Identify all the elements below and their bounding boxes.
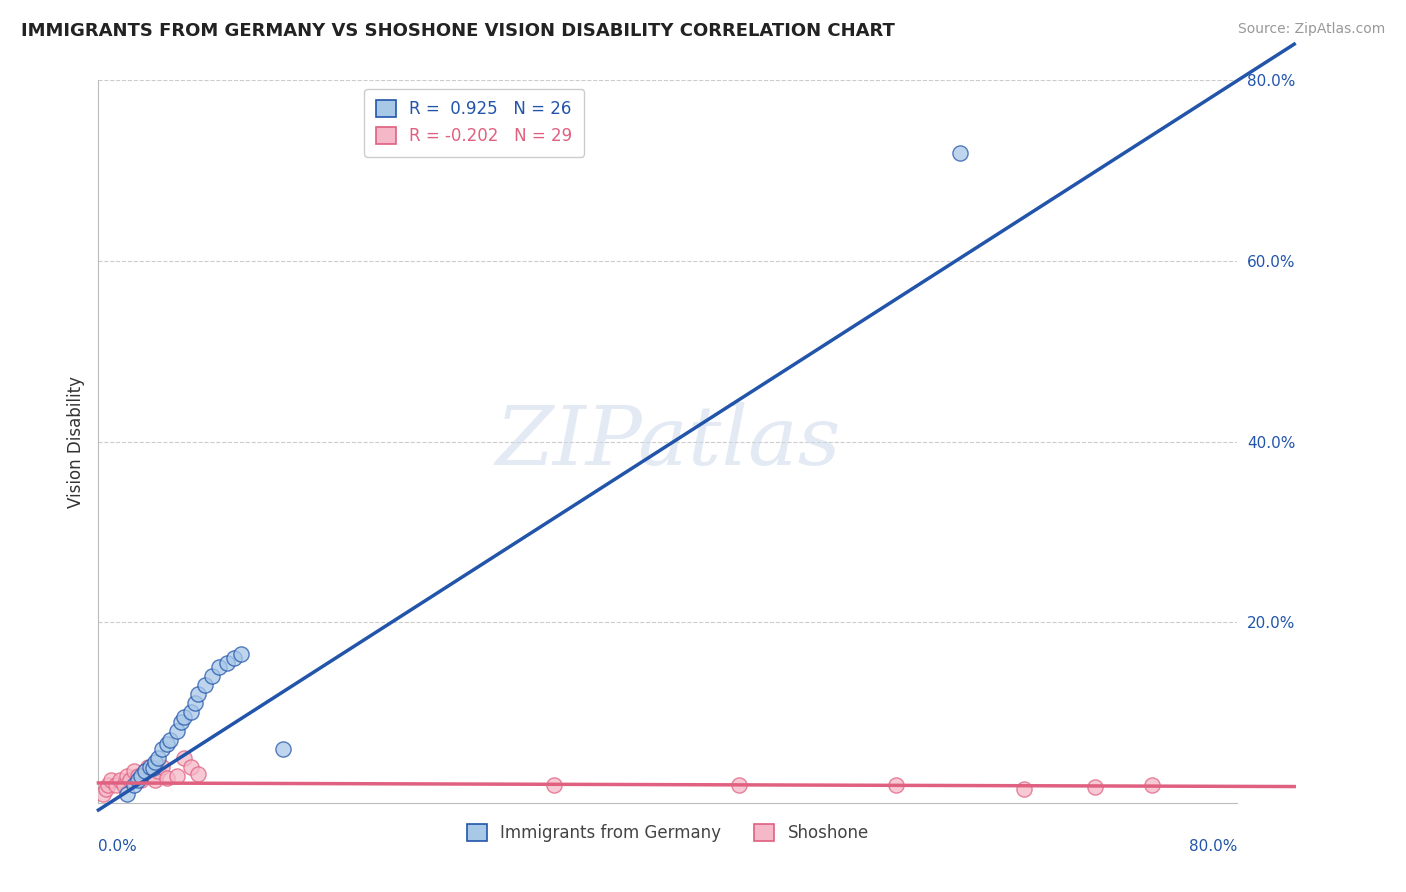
Text: ZIPatlas: ZIPatlas (495, 401, 841, 482)
Point (112, 778, 135, 792)
Point (187, 767, 209, 781)
Point (115, 787, 138, 801)
Point (229, 647, 252, 661)
Point (173, 750, 195, 764)
Legend: Immigrants from Germany, Shoshone: Immigrants from Germany, Shoshone (460, 817, 876, 848)
Text: 80.0%: 80.0% (1189, 838, 1237, 854)
Point (152, 760, 174, 774)
Point (148, 764, 170, 779)
Point (129, 769, 152, 783)
Point (134, 764, 156, 779)
Point (148, 750, 170, 764)
Point (215, 656, 238, 670)
Point (173, 710, 195, 724)
Point (136, 760, 159, 774)
Point (129, 773, 152, 788)
Point (122, 778, 145, 792)
Point (141, 769, 163, 783)
Point (134, 764, 156, 779)
Point (222, 651, 245, 665)
Point (194, 678, 217, 692)
Point (728, 778, 751, 792)
Point (122, 764, 145, 779)
Point (104, 778, 127, 792)
Point (94, 782, 117, 797)
Point (97, 778, 120, 792)
Text: IMMIGRANTS FROM GERMANY VS SHOSHONE VISION DISABILITY CORRELATION CHART: IMMIGRANTS FROM GERMANY VS SHOSHONE VISI… (21, 22, 896, 40)
Point (100, 773, 122, 788)
Point (156, 737, 179, 751)
Point (152, 741, 174, 756)
Point (273, 741, 295, 756)
Text: Source: ZipAtlas.com: Source: ZipAtlas.com (1237, 22, 1385, 37)
Point (166, 769, 188, 783)
Point (949, 145, 972, 160)
Point (145, 773, 167, 788)
Point (1140, 778, 1163, 792)
Point (127, 773, 149, 788)
Point (884, 778, 907, 792)
Point (187, 687, 209, 701)
Point (180, 760, 202, 774)
Point (170, 714, 193, 729)
Point (138, 760, 160, 774)
Point (145, 755, 167, 769)
Point (180, 706, 202, 720)
Point (543, 778, 565, 792)
Point (159, 732, 181, 747)
Point (1012, 782, 1035, 797)
Point (208, 660, 231, 674)
Point (108, 773, 131, 788)
Point (141, 762, 163, 776)
Point (156, 771, 179, 785)
Point (118, 773, 141, 788)
Text: 0.0%: 0.0% (98, 838, 138, 854)
Point (1084, 780, 1107, 794)
Point (184, 697, 207, 711)
Point (115, 769, 138, 783)
Point (166, 723, 188, 738)
Point (91, 787, 114, 801)
Point (201, 669, 224, 683)
Y-axis label: Vision Disability: Vision Disability (66, 376, 84, 508)
Point (127, 769, 149, 783)
